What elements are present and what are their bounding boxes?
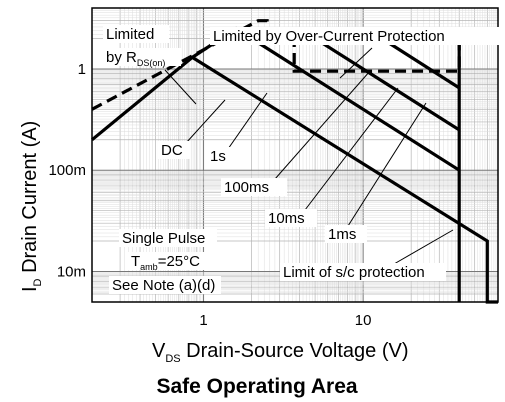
label-bg-100ms bbox=[221, 178, 287, 196]
y-tick-label: 100m bbox=[48, 162, 86, 179]
annotation-note: See Note (a)(d) bbox=[112, 277, 215, 294]
annotation-ocp: Limited by Over-Current Protection bbox=[213, 28, 445, 45]
x-tick-label: 10 bbox=[355, 312, 372, 329]
leader-lines bbox=[164, 47, 454, 265]
x-axis-subscript: DS bbox=[165, 353, 180, 365]
label-bg-note bbox=[109, 276, 221, 294]
leader-line-100ms bbox=[274, 70, 371, 180]
y-axis-symbol: I bbox=[19, 286, 41, 292]
curve-dc bbox=[90, 55, 498, 304]
label-bg-pulse bbox=[119, 229, 217, 247]
leader-line-1s bbox=[227, 92, 268, 150]
label-bg-limited bbox=[103, 25, 169, 43]
annotation-1s: 1s bbox=[210, 148, 226, 165]
label-bg-1s bbox=[207, 147, 235, 165]
x-tick-label: 1 bbox=[199, 312, 207, 329]
label-bg-dc bbox=[158, 141, 190, 159]
x-axis-text: Drain-Source Voltage (V) bbox=[181, 340, 409, 362]
annotation-1ms: 1ms bbox=[328, 226, 356, 243]
leader-line-ocp bbox=[339, 47, 373, 79]
annotation-dc: DC bbox=[161, 142, 183, 159]
plot-frame bbox=[91, 7, 499, 303]
annotation-rdson: by RDS(on) bbox=[106, 49, 165, 68]
annotation-sc: Limit of s/c protection bbox=[283, 264, 425, 281]
annotation-10ms: 10ms bbox=[268, 210, 305, 227]
annotation-labels: Limited by RDS(on) Limited by Over-Current… bbox=[103, 25, 500, 294]
y-tick-label: 10m bbox=[57, 264, 86, 281]
leader-line-rdson bbox=[164, 69, 197, 105]
leader-line-10ms bbox=[304, 87, 399, 211]
annotation-tamb: Tamb=25°C bbox=[131, 253, 200, 272]
label-bg-tamb bbox=[128, 252, 212, 270]
label-bg-1ms bbox=[325, 225, 367, 243]
label-bg-ocp bbox=[210, 27, 500, 45]
annotation-pulse: Single Pulse bbox=[122, 230, 205, 247]
y-axis-label: ID Drain Current (A) bbox=[19, 121, 44, 292]
leader-line-sc bbox=[393, 229, 454, 265]
x-axis-label: VDS Drain-Source Voltage (V) bbox=[152, 340, 409, 365]
y-tick-label: 1 bbox=[78, 61, 86, 78]
chart-title: Safe Operating Area bbox=[156, 375, 357, 398]
label-bg-sc bbox=[280, 263, 446, 281]
y-axis-subscript: D bbox=[32, 278, 44, 286]
leader-line-dc bbox=[185, 99, 226, 144]
label-bg-10ms bbox=[265, 209, 317, 227]
annotation-100ms: 100ms bbox=[224, 179, 269, 196]
leader-line-1ms bbox=[347, 102, 427, 227]
annotation-limited: Limited bbox=[106, 26, 154, 43]
axis-ticks: 1 10 1 100m 10m bbox=[48, 61, 371, 329]
x-axis-symbol: V bbox=[152, 340, 166, 362]
y-axis-label-group: ID Drain Current (A) bbox=[19, 121, 44, 292]
label-bg-rdson bbox=[103, 48, 181, 66]
y-axis-text: Drain Current (A) bbox=[19, 121, 41, 279]
